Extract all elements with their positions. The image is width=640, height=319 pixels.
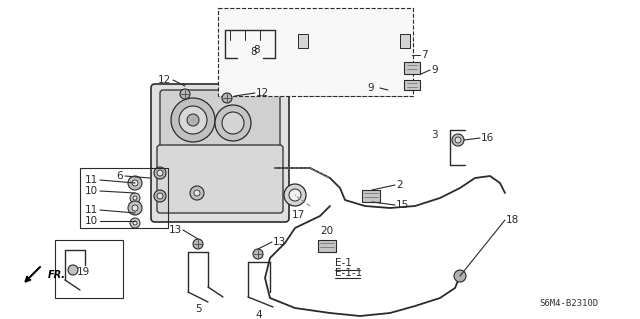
Circle shape (157, 193, 163, 199)
Circle shape (289, 189, 301, 201)
Text: 6: 6 (116, 171, 123, 181)
Circle shape (194, 190, 200, 196)
Text: 20: 20 (321, 226, 333, 236)
Text: 7: 7 (421, 50, 428, 60)
Circle shape (128, 201, 142, 215)
Bar (362, 190, 380, 202)
FancyBboxPatch shape (160, 90, 280, 151)
Circle shape (215, 105, 251, 141)
Bar (318, 240, 336, 252)
Bar (298, 34, 308, 48)
Circle shape (452, 134, 464, 146)
Circle shape (154, 167, 166, 179)
Circle shape (455, 137, 461, 143)
Circle shape (130, 218, 140, 228)
Text: 10: 10 (85, 216, 98, 226)
Text: 5: 5 (195, 304, 202, 314)
Circle shape (187, 114, 199, 126)
Text: 4: 4 (256, 310, 262, 319)
FancyBboxPatch shape (309, 23, 399, 83)
Text: 10: 10 (85, 186, 98, 196)
Circle shape (132, 180, 138, 186)
Circle shape (222, 112, 244, 134)
Bar (218, 8, 413, 96)
Text: E-1: E-1 (335, 258, 352, 268)
Circle shape (454, 270, 466, 282)
Circle shape (284, 184, 306, 206)
Circle shape (171, 98, 215, 142)
Circle shape (193, 239, 203, 249)
Circle shape (190, 186, 204, 200)
FancyBboxPatch shape (296, 10, 412, 96)
Circle shape (128, 176, 142, 190)
Text: 16: 16 (481, 133, 494, 143)
Text: 18: 18 (506, 215, 519, 225)
Text: 3: 3 (431, 130, 438, 140)
Text: 13: 13 (273, 237, 286, 247)
Text: 9: 9 (367, 83, 374, 93)
Circle shape (133, 221, 137, 225)
FancyBboxPatch shape (157, 145, 283, 213)
Circle shape (133, 196, 137, 200)
Text: 15: 15 (396, 200, 409, 210)
Circle shape (222, 93, 232, 103)
Text: S6M4-B2310D: S6M4-B2310D (539, 299, 598, 308)
Text: 12: 12 (157, 75, 171, 85)
Text: 9: 9 (431, 65, 438, 75)
Circle shape (132, 205, 138, 211)
Text: 12: 12 (256, 88, 269, 98)
Text: 13: 13 (169, 225, 182, 235)
Circle shape (179, 106, 207, 134)
Bar (404, 62, 420, 74)
Bar (80, 168, 168, 228)
Text: 2: 2 (396, 180, 403, 190)
Bar (404, 80, 420, 90)
Text: 11: 11 (84, 175, 98, 185)
FancyBboxPatch shape (151, 84, 289, 222)
Text: FR.: FR. (48, 270, 66, 280)
Circle shape (180, 89, 190, 99)
Text: E-1-1: E-1-1 (335, 268, 362, 278)
Text: 11: 11 (84, 205, 98, 215)
Circle shape (253, 249, 263, 259)
Circle shape (68, 265, 78, 275)
Text: 17: 17 (291, 210, 305, 220)
Bar (400, 34, 410, 48)
Text: 8: 8 (253, 45, 260, 55)
Text: 19: 19 (77, 267, 90, 277)
Text: 8: 8 (251, 47, 257, 57)
Circle shape (157, 170, 163, 176)
Bar (55, 240, 123, 298)
Circle shape (154, 190, 166, 202)
Circle shape (130, 193, 140, 203)
